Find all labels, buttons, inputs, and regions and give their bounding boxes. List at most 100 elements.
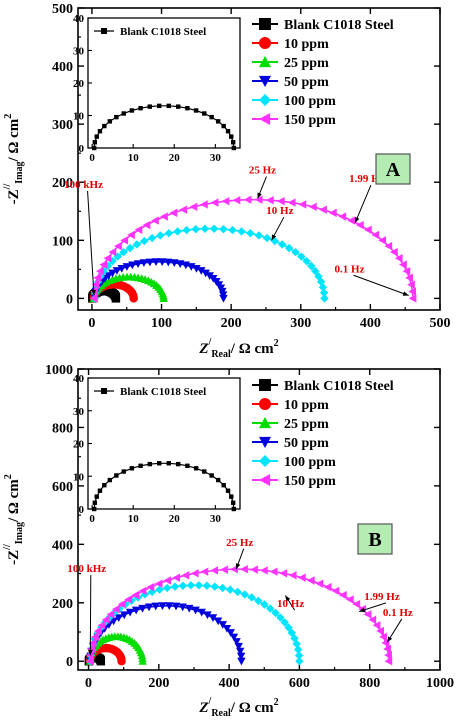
- data-point: [106, 610, 115, 619]
- inset-data-point: [193, 466, 199, 471]
- data-point: [160, 212, 168, 221]
- data-point: [280, 618, 289, 627]
- data-point: [269, 567, 278, 576]
- data-point: [376, 626, 384, 636]
- data-point: [383, 644, 391, 654]
- data-point: [247, 593, 256, 602]
- data-point: [157, 258, 167, 267]
- data-point: [210, 566, 219, 575]
- data-point: [319, 205, 327, 214]
- inset-data-point: [202, 111, 207, 116]
- x-tick-label: 200: [148, 676, 169, 691]
- data-point: [399, 260, 407, 269]
- legend-label: 100 ppm: [284, 455, 336, 470]
- annotation-label: 25 Hz: [249, 165, 276, 177]
- data-point: [144, 603, 154, 612]
- inset-data-point: [94, 134, 99, 139]
- data-point: [291, 247, 300, 257]
- data-point: [236, 647, 245, 656]
- inset-data-point: [185, 105, 190, 111]
- inset-frame: [87, 377, 241, 510]
- plot-frame: [77, 368, 441, 671]
- legend-label: Blank C1018 Steel: [284, 379, 394, 394]
- data-point: [133, 260, 143, 269]
- inset-data-point: [166, 461, 171, 466]
- y-axis-title-part: -Z: [6, 550, 22, 565]
- data-point: [117, 599, 126, 609]
- annotation-arrowhead: [387, 636, 393, 643]
- data-point: [127, 230, 135, 240]
- annotation-label: 100 kHz: [67, 563, 106, 575]
- inset-data-point: [138, 463, 143, 468]
- data-point: [142, 220, 151, 230]
- data-point: [408, 287, 417, 296]
- data-point: [199, 200, 208, 209]
- x-axis-title-part: Z: [198, 341, 208, 357]
- data-point: [265, 195, 274, 205]
- data-point: [117, 265, 126, 273]
- data-point: [297, 252, 306, 261]
- data-point: [170, 259, 179, 268]
- data-point: [394, 254, 403, 263]
- inset-y-tick-label: 30: [73, 406, 85, 418]
- inset-data-point: [92, 500, 98, 505]
- legend-marker: [259, 417, 271, 429]
- legend-marker: [259, 455, 271, 467]
- y-tick-label: 0: [66, 292, 73, 307]
- y-axis-title: -Z//Imag/ Ω cm2: [2, 114, 25, 205]
- inset-data-point: [121, 469, 126, 474]
- data-point: [262, 233, 272, 243]
- data-point: [122, 263, 132, 271]
- y-tick-label: 1000: [45, 363, 73, 378]
- data-point: [200, 567, 209, 576]
- data-point: [134, 225, 143, 235]
- inset-x-tick-label: 30: [210, 152, 222, 164]
- data-point: [185, 604, 194, 613]
- data-point: [88, 638, 97, 648]
- data-point: [302, 256, 311, 266]
- data-point: [197, 608, 206, 617]
- data-point: [104, 272, 113, 280]
- annotation-arrowhead: [359, 607, 366, 613]
- data-point: [384, 650, 392, 660]
- y-tick-label: 400: [52, 60, 73, 75]
- x-axis-title-part: Real: [211, 349, 231, 360]
- data-point: [120, 611, 129, 620]
- data-point: [146, 582, 155, 592]
- data-point: [278, 240, 287, 249]
- inset-x-tick-label: 30: [210, 513, 222, 525]
- inset-x-tick-label: 20: [169, 152, 181, 164]
- annotation-label: 100 kHz: [64, 179, 103, 191]
- inset-y-tick-label: 30: [73, 46, 85, 58]
- data-point: [347, 216, 356, 225]
- data-point: [108, 247, 117, 257]
- data-point: [228, 225, 237, 235]
- panel-label: B: [368, 529, 381, 551]
- data-point: [363, 610, 372, 619]
- data-point: [99, 260, 108, 269]
- data-point: [352, 599, 361, 609]
- data-point: [246, 229, 255, 238]
- annotation-label: 0.1 Hz: [335, 263, 365, 275]
- data-point: [162, 583, 172, 593]
- y-tick-label: 200: [52, 176, 73, 191]
- data-point: [219, 294, 228, 303]
- data-point: [298, 200, 307, 209]
- data-point: [363, 225, 372, 235]
- inset-data-point: [92, 140, 98, 145]
- x-axis-title: Z/Real/ Ω cm2: [198, 696, 278, 719]
- panel-label-box: [375, 153, 411, 185]
- data-point: [230, 565, 238, 574]
- data-point: [271, 608, 280, 618]
- inset-data-point: [97, 488, 103, 493]
- data-point: [295, 657, 304, 666]
- data-point: [288, 571, 297, 580]
- legend-marker: [259, 37, 271, 49]
- data-point: [128, 261, 137, 270]
- data-point: [131, 606, 141, 615]
- data-point: [197, 267, 206, 275]
- x-axis-title-part: 2: [274, 697, 279, 708]
- legend-label: 50 ppm: [284, 75, 329, 90]
- inset-data-point: [147, 461, 152, 467]
- inset-data-point: [209, 473, 214, 478]
